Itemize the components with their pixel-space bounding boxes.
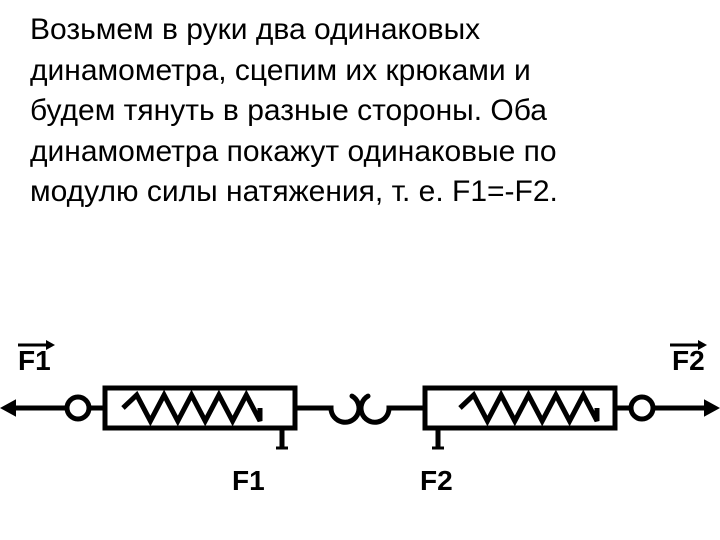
label-f2-bottom: F2 — [420, 465, 453, 496]
paragraph-text: Возьмем в руки два одинаковых динамометр… — [30, 10, 615, 213]
right-ring — [631, 397, 653, 419]
left-spring — [123, 395, 260, 421]
left-pull-head — [0, 399, 16, 417]
label-f1-top: F1 — [18, 345, 51, 376]
right-pull-head — [704, 399, 720, 417]
label-f1-bottom: F1 — [232, 465, 265, 496]
dynamometer-diagram: F1 F2 F1 F2 — [0, 340, 720, 520]
left-hook — [320, 396, 359, 422]
right-hook — [361, 396, 400, 422]
left-ring — [67, 397, 89, 419]
label-f2-top: F2 — [672, 345, 705, 376]
right-spring — [460, 395, 597, 421]
